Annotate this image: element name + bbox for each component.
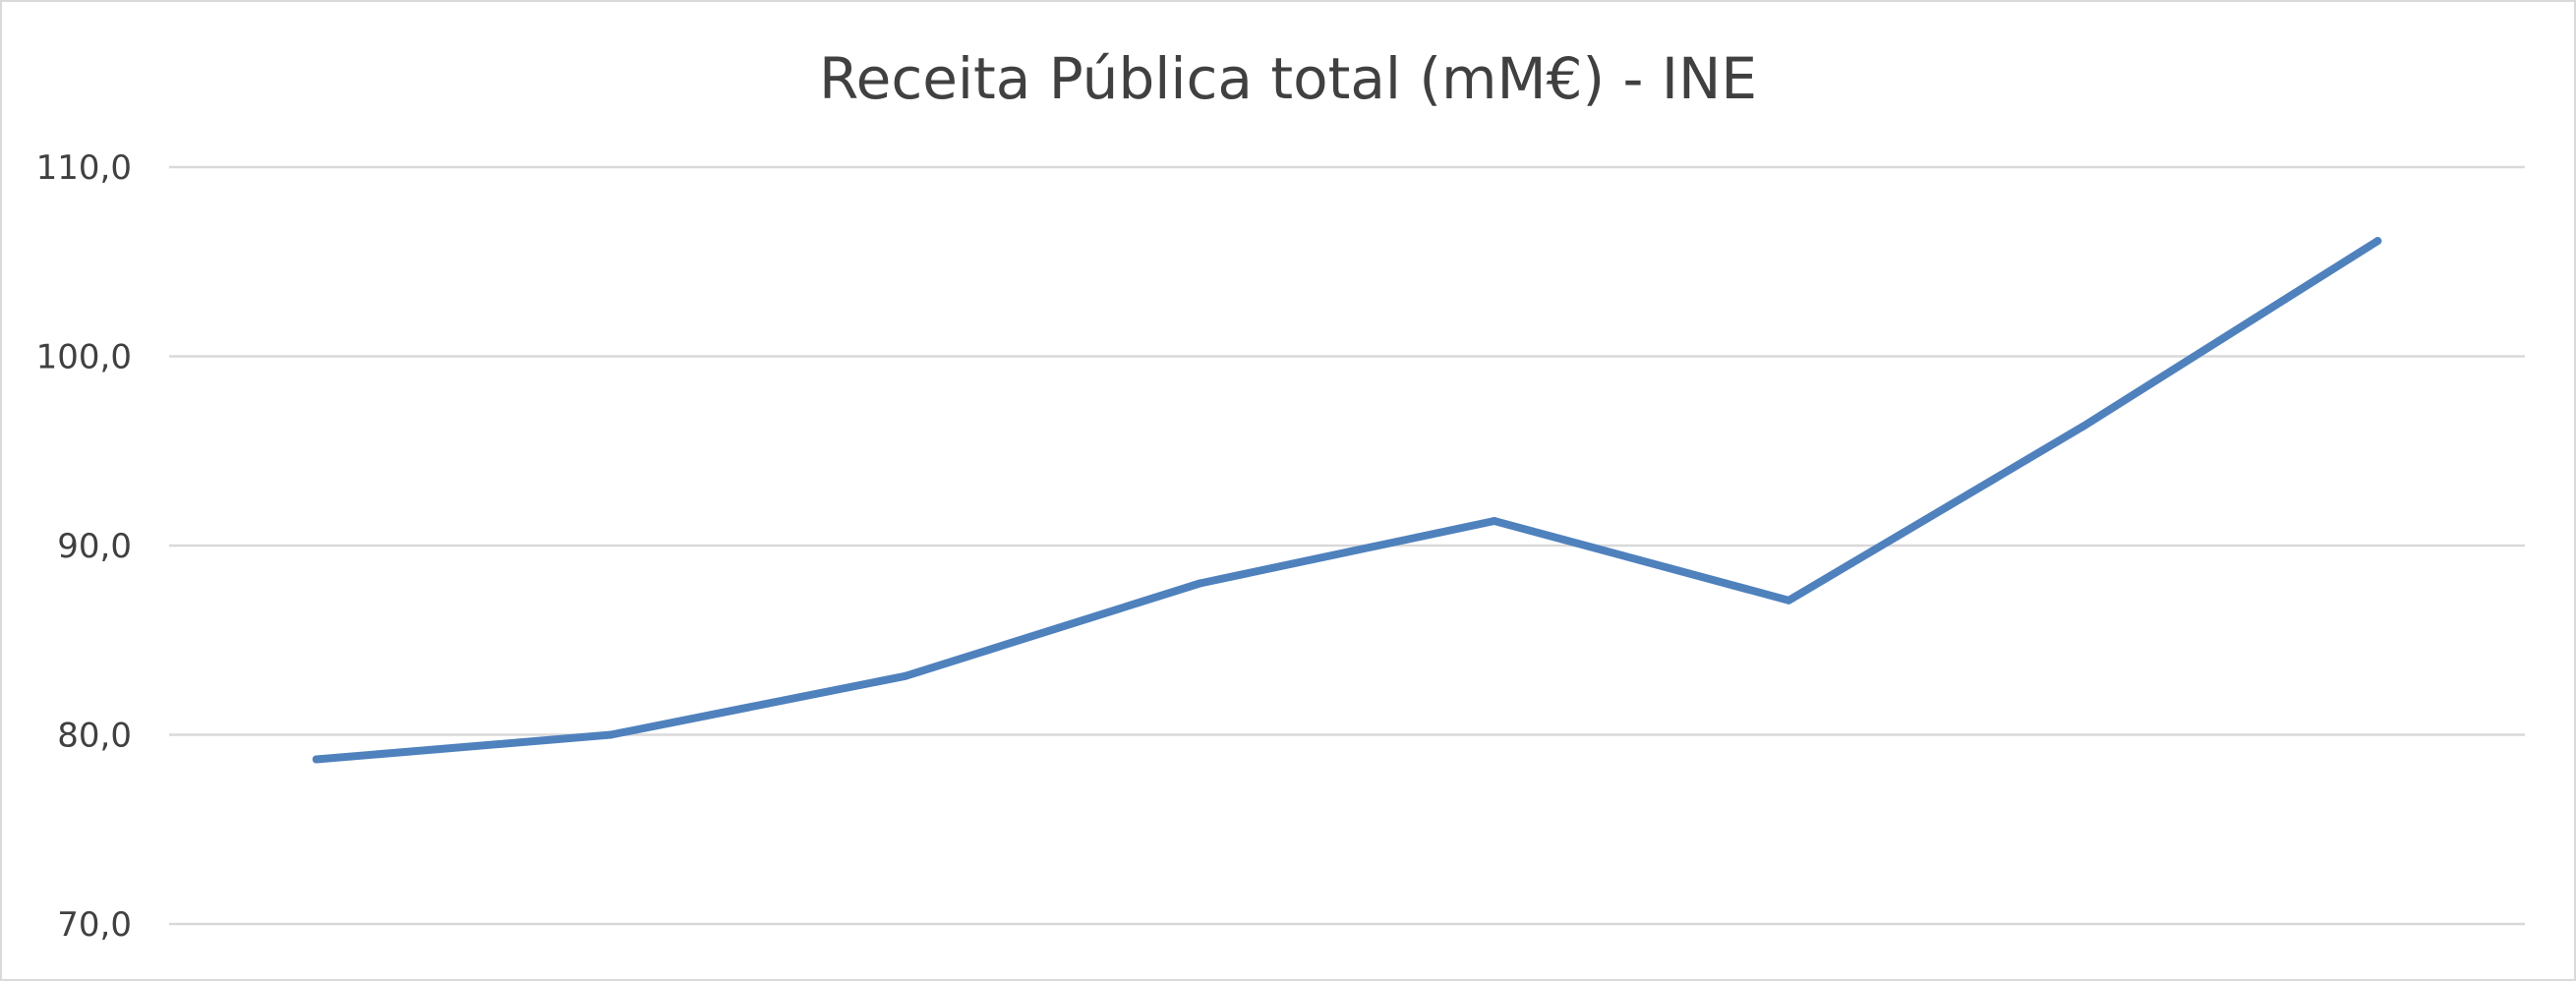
data-point [607,730,615,739]
y-tick-label: 100,0 [36,338,132,377]
data-point [1490,517,1498,525]
data-point [1785,596,1793,605]
y-tick-label: 80,0 [57,717,132,756]
data-point [2373,237,2382,246]
series-layer [312,237,2382,764]
series-line [312,237,2382,764]
chart-title: Receita Pública total (mM€) - INE [818,45,1758,112]
y-tick-label: 90,0 [57,527,132,566]
data-point [312,755,321,764]
data-point [901,671,909,680]
y-tick-label: 70,0 [57,905,132,945]
data-point [2078,422,2087,431]
gridlines [169,165,2525,926]
data-point [1196,579,1204,588]
y-axis-tick-labels: 70,0 80,0 90,0 100,0 110,0 [36,148,132,945]
y-tick-label: 110,0 [36,148,132,188]
